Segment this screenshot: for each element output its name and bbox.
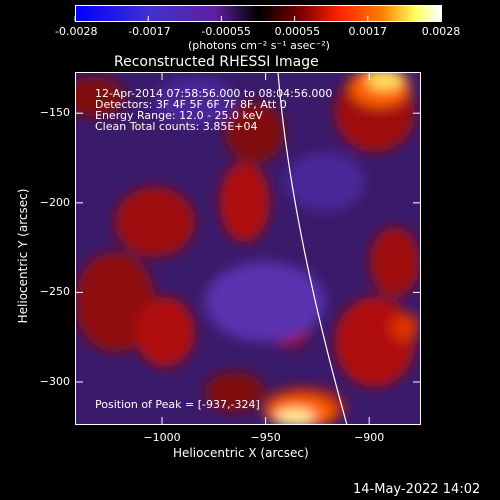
y-tick-label: −250 bbox=[39, 285, 70, 299]
plot-title: Reconstructed RHESSI Image bbox=[114, 54, 319, 70]
image-blobs bbox=[75, 72, 420, 425]
solar-limb-line bbox=[277, 72, 348, 425]
colorbar-units: (photons cm⁻² s⁻¹ asec⁻²) bbox=[188, 39, 330, 52]
colorbar-tick-label: -0.0028 bbox=[55, 25, 98, 38]
info-line: Clean Total counts: 3.85E+04 bbox=[95, 120, 258, 133]
colorbar-tick-label: -0.00055 bbox=[201, 25, 251, 38]
y-tick-label: −200 bbox=[39, 195, 70, 209]
image-plot bbox=[75, 72, 421, 425]
y-tick-label: −300 bbox=[39, 374, 70, 388]
y-axis-label: Heliocentric Y (arcsec) bbox=[16, 188, 30, 324]
colorbar-ticks bbox=[74, 16, 442, 21]
colorbar-tick-label: -0.0017 bbox=[128, 25, 171, 38]
info-line: 12-Apr-2014 07:58:56.000 to 08:04:56.000 bbox=[95, 87, 333, 100]
info-line: Detectors: 3F 4F 5F 6F 7F 8F, Att 0 bbox=[95, 98, 287, 111]
axis-ticks bbox=[75, 72, 421, 425]
x-tick-label: −900 bbox=[354, 431, 385, 444]
colorbar-tick-label: 0.0017 bbox=[348, 25, 388, 38]
x-axis-label: Heliocentric X (arcsec) bbox=[173, 446, 309, 460]
y-tick-label: −150 bbox=[39, 106, 70, 120]
peak-position-label: Position of Peak = [-937,-324] bbox=[95, 398, 260, 411]
info-line: Energy Range: 12.0 - 25.0 keV bbox=[95, 109, 263, 122]
colorbar-tick-label: 0.0028 bbox=[421, 25, 461, 38]
timestamp: 14-May-2022 14:02 bbox=[353, 482, 481, 497]
x-tick-label: −1000 bbox=[143, 431, 181, 444]
colorbar-tick-label: 0.00055 bbox=[274, 25, 321, 38]
x-tick-label: −950 bbox=[250, 431, 281, 444]
plot-frame bbox=[75, 72, 421, 425]
colorbar bbox=[75, 5, 442, 22]
